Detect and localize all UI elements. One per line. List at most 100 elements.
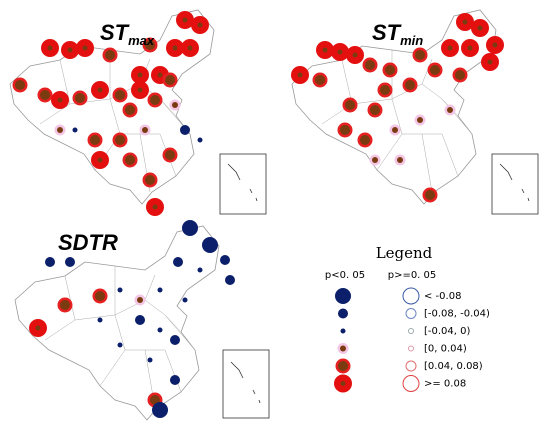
marker (105, 50, 115, 60)
marker (117, 342, 123, 348)
marker (425, 190, 435, 200)
marker (315, 75, 325, 85)
legend-hollow-marker (408, 345, 414, 352)
marker-core (462, 19, 468, 25)
marker-core (35, 325, 41, 331)
legend-column: p>=0. 05 (388, 270, 437, 281)
legend-label: [-0.04, 0) (424, 326, 470, 337)
legend: < -0.08 [-0.08, -0.04) [-0.04, 0) [0, 0.04)… (334, 287, 490, 393)
marker (225, 275, 235, 285)
marker (197, 137, 203, 143)
marker (95, 291, 105, 301)
marker (117, 287, 123, 293)
marker (202, 237, 218, 253)
marker (360, 135, 370, 145)
marker (182, 297, 188, 303)
marker-core (467, 45, 473, 51)
marker (397, 157, 403, 163)
marker-core (82, 45, 88, 51)
title-subscript: max (128, 33, 155, 48)
marker-core (97, 157, 103, 163)
marker-core (97, 87, 103, 93)
panel-title: SDTR (58, 230, 118, 255)
inset-box (491, 153, 539, 215)
marker (417, 117, 423, 123)
marker-core (152, 204, 158, 210)
marker (182, 220, 198, 236)
marker (90, 135, 100, 145)
marker-core (137, 72, 143, 78)
marker-core (492, 42, 498, 48)
inset-box (219, 153, 267, 215)
marker (405, 80, 415, 90)
marker-core (322, 47, 328, 53)
marker (15, 80, 25, 90)
marker-core (337, 49, 343, 55)
marker (57, 127, 63, 133)
marker (380, 85, 390, 95)
marker (157, 327, 163, 333)
marker (125, 155, 135, 165)
marker (145, 175, 155, 185)
marker (338, 308, 348, 319)
marker-core (47, 45, 53, 51)
marker (372, 157, 378, 163)
marker (340, 328, 346, 334)
marker (137, 297, 143, 303)
legend-hollow-marker (405, 308, 417, 319)
marker (197, 267, 203, 273)
legend-hollow-marker (402, 287, 420, 305)
marker (392, 127, 398, 133)
marker (40, 90, 50, 100)
marker-core (67, 47, 73, 53)
marker-core (197, 22, 203, 28)
marker (165, 150, 175, 160)
marker-core (487, 59, 493, 65)
marker-core (187, 45, 193, 51)
inset-islands (230, 361, 261, 404)
marker (340, 125, 350, 135)
map-stmax (9, 9, 267, 215)
marker (340, 345, 346, 352)
marker (147, 357, 153, 363)
marker-core (182, 17, 188, 23)
legend-label: >= 0.08 (424, 379, 466, 390)
marker (97, 317, 103, 323)
legend-column: p<0. 05 (325, 270, 365, 281)
marker (172, 102, 178, 108)
marker-core (172, 45, 178, 51)
marker-core (137, 87, 143, 93)
marker-core (297, 72, 303, 78)
marker (430, 65, 440, 75)
marker (447, 107, 453, 113)
marker (365, 60, 375, 70)
marker (157, 287, 163, 293)
marker-core (340, 381, 346, 386)
marker (220, 255, 230, 265)
marker (45, 257, 55, 267)
map-sdtr (14, 225, 270, 421)
marker (115, 135, 125, 145)
legend-label: [0.04, 0.08) (424, 361, 483, 372)
marker (115, 90, 125, 100)
country-outline (14, 225, 220, 421)
marker (370, 105, 380, 115)
inset-islands (227, 163, 258, 202)
title-text: ST (372, 20, 402, 45)
marker (455, 70, 465, 80)
marker (165, 75, 175, 85)
marker (60, 300, 70, 310)
panel-title: STmin (372, 20, 423, 48)
marker (415, 50, 425, 60)
marker (135, 315, 145, 325)
marker-core (352, 52, 358, 58)
marker (150, 95, 160, 105)
marker-core (57, 97, 63, 103)
marker (72, 127, 78, 133)
marker (145, 40, 155, 50)
legend-title: Legend (376, 244, 433, 262)
legend-hollow-marker (408, 328, 414, 334)
marker-core (157, 72, 163, 78)
title-text: ST (100, 20, 130, 45)
